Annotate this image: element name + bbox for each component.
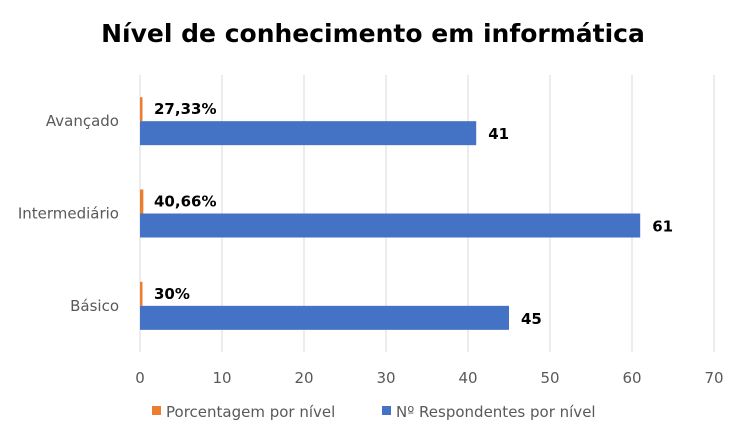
data-label-percentage: 30% (154, 285, 190, 303)
x-tick-label: 70 (704, 369, 723, 387)
legend-label: Nº Respondentes por nível (396, 403, 596, 421)
legend: Porcentagem por nível Nº Respondentes por… (152, 403, 596, 421)
data-label-respondents: 45 (521, 310, 542, 328)
data-label-percentage: 40,66% (154, 193, 216, 211)
bar-respondents (140, 305, 509, 330)
data-label-respondents: 41 (488, 125, 509, 143)
bar-percentage (140, 97, 143, 122)
bar-respondents (140, 121, 477, 146)
bars (140, 97, 641, 330)
x-tick-label: 40 (458, 369, 477, 387)
category-label: Avançado (46, 112, 119, 130)
x-tick-label: 10 (212, 369, 231, 387)
x-tick-label: 50 (540, 369, 559, 387)
x-tick-label: 30 (376, 369, 395, 387)
x-tick-label: 20 (294, 369, 313, 387)
bar-percentage (140, 189, 144, 214)
x-tick-label: 0 (135, 369, 145, 387)
legend-label: Porcentagem por nível (166, 403, 335, 421)
chart-title: Nível de conhecimento em informática (101, 19, 645, 48)
category-label: Básico (70, 297, 119, 315)
bar-respondents (140, 213, 641, 238)
category-label: Intermediário (18, 205, 119, 223)
data-label-respondents: 61 (652, 218, 673, 236)
labels: 0 10 20 30 40 50 60 70 Avançado 27,33% 41 Intermedi… (18, 100, 724, 387)
x-tick-label: 60 (622, 369, 641, 387)
legend-swatch (382, 406, 391, 415)
data-label-percentage: 27,33% (154, 100, 216, 118)
bar-percentage (140, 281, 143, 306)
legend-swatch (152, 406, 161, 415)
